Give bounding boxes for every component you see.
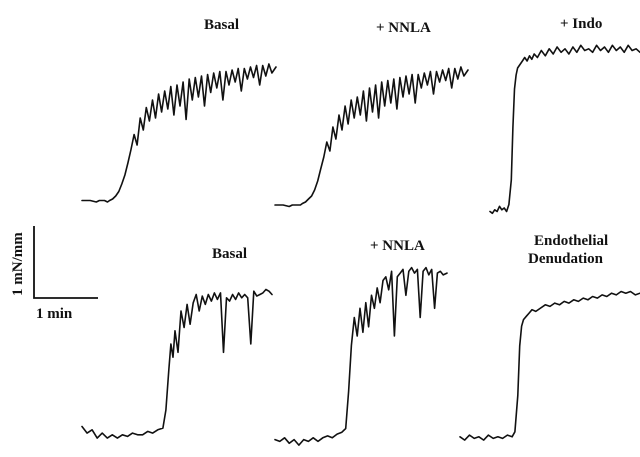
trace-endothelial-denudation xyxy=(459,290,640,441)
trace-indo xyxy=(489,44,640,215)
trace-basal-top xyxy=(81,63,277,203)
panel-label-nnla-top: + NNLA xyxy=(376,20,431,36)
panel-label-endothelial-denudation: Endothelial Denudation xyxy=(528,233,612,267)
panel-label-basal-bottom: Basal xyxy=(212,246,247,262)
panel-label-endothelial-line2: Denudation xyxy=(528,251,604,267)
scale-bar-horizontal-label: 1 min xyxy=(36,306,73,322)
scale-bar: 1 mN/mm 1 min xyxy=(10,226,98,322)
panel-label-indo-top: + Indo xyxy=(560,16,602,32)
scale-bar-lines xyxy=(33,226,98,299)
trace-nnla-top xyxy=(274,66,469,208)
panel-label-endothelial-line1: Endothelial xyxy=(534,233,608,249)
panel-label-basal-top: Basal xyxy=(204,17,239,33)
trace-basal-bottom xyxy=(81,288,273,439)
panel-label-nnla-bottom: + NNLA xyxy=(370,238,425,254)
trace-nnla-bottom xyxy=(274,266,448,446)
scale-bar-vertical-label: 1 mN/mm xyxy=(10,232,26,296)
traces-group xyxy=(81,44,640,446)
